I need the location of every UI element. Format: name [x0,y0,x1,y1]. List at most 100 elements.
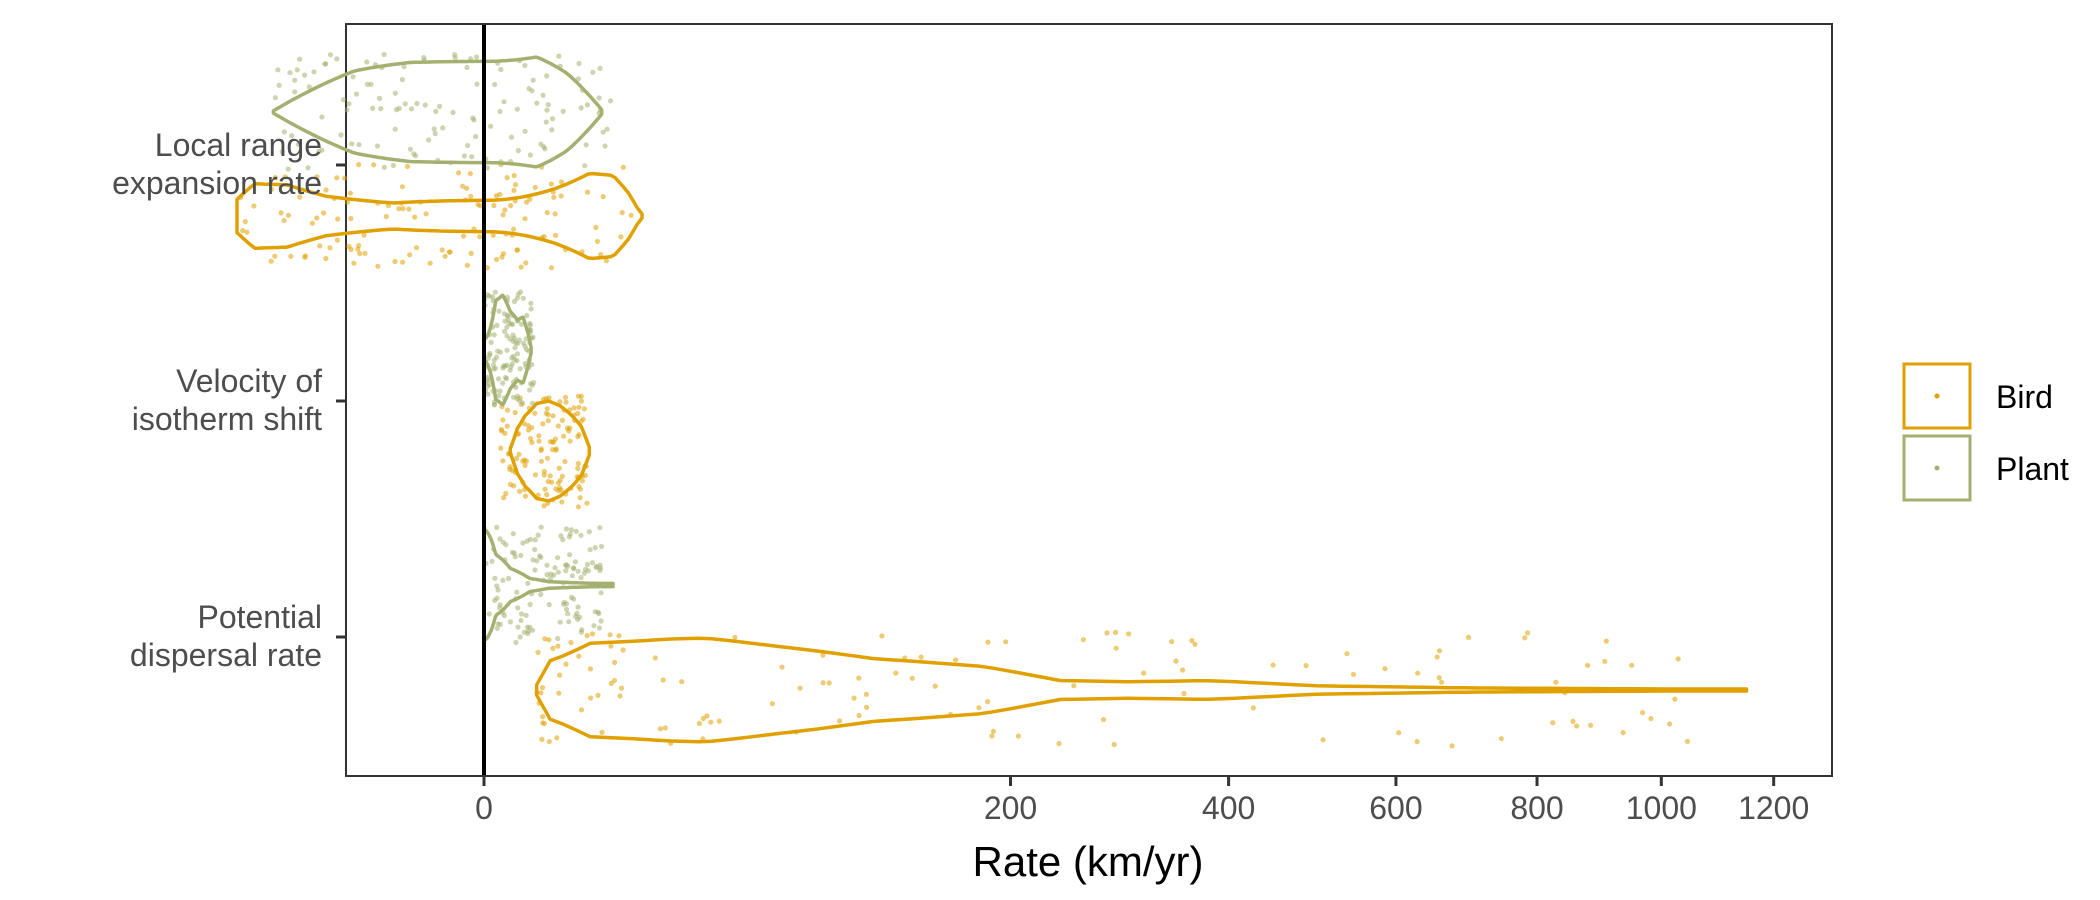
data-point [433,108,439,114]
data-point [598,590,604,596]
data-point [559,417,566,423]
data-point [442,253,448,259]
data-point [565,611,571,617]
data-point [396,206,402,212]
data-point [820,680,826,686]
data-point [461,153,467,159]
data-point [603,258,610,264]
data-point [1169,639,1175,645]
data-point [563,568,569,574]
data-point [334,175,340,181]
data-point [989,733,995,739]
data-point [527,601,533,608]
data-point [544,572,550,578]
data-point [555,643,561,649]
data-point [538,524,544,530]
data-point [1434,654,1440,660]
data-point [558,179,565,185]
data-point [422,102,428,108]
data-point [535,532,541,538]
data-point [1498,736,1504,742]
data-point [514,295,520,301]
data-point [1525,630,1531,636]
data-point [542,146,548,152]
data-point [464,262,470,268]
data-point [492,289,498,295]
data-point [544,107,550,113]
data-point [548,181,554,187]
data-point [527,152,534,158]
data-point [539,685,546,691]
data-point [1436,675,1442,681]
data-point [538,141,544,147]
data-point [538,458,545,464]
data-point [319,147,325,153]
data-point [587,547,593,553]
legend-label-bird: Bird [1996,379,2053,415]
data-point [555,555,561,561]
data-point [242,219,248,225]
data-point [559,473,566,479]
data-point [550,446,556,453]
data-point [578,629,585,635]
data-point [679,679,685,685]
data-point [465,143,471,149]
data-point [512,345,518,351]
data-point [696,720,703,727]
data-point [515,605,521,611]
data-point [517,366,523,372]
data-point [520,340,527,346]
data-point [495,376,502,382]
data-point [381,164,387,170]
data-point [501,495,507,501]
data-point [1111,741,1117,748]
data-point [376,95,383,101]
data-point [594,238,601,245]
data-point [1250,705,1256,711]
legend-label-plant: Plant [1996,451,2069,487]
data-point [932,683,938,689]
data-point [593,224,599,230]
data-point [541,503,547,509]
data-point [356,142,362,148]
data-point [602,143,608,149]
data-point [490,232,496,238]
data-point [381,51,387,58]
violin-bird-0 [235,171,644,261]
data-point [302,254,308,260]
data-point [302,72,308,78]
data-point [314,215,320,221]
data-point [467,171,473,177]
data-point [383,213,389,220]
data-point [309,220,315,226]
data-point [500,417,506,423]
data-point [511,187,517,193]
data-point [584,633,590,639]
data-point [1585,662,1591,668]
data-point [578,532,584,538]
data-point [1113,645,1119,651]
data-point [285,212,291,218]
data-point [559,499,565,505]
data-point [596,95,602,101]
data-point [351,260,357,266]
data-point [390,162,396,169]
data-point [561,599,567,605]
data-point [716,718,722,724]
data-point [348,246,354,253]
data-point [516,398,523,404]
data-point [597,65,603,71]
data-point [541,233,547,240]
data-point [514,351,521,357]
data-point [281,217,287,224]
data-point [543,119,549,125]
x-tick-label: 200 [984,790,1037,826]
data-point [552,565,558,571]
data-point [1112,629,1119,636]
data-point [504,407,511,413]
data-point [500,212,506,218]
data-point [575,616,581,622]
data-point [552,211,558,217]
data-point [797,685,803,691]
